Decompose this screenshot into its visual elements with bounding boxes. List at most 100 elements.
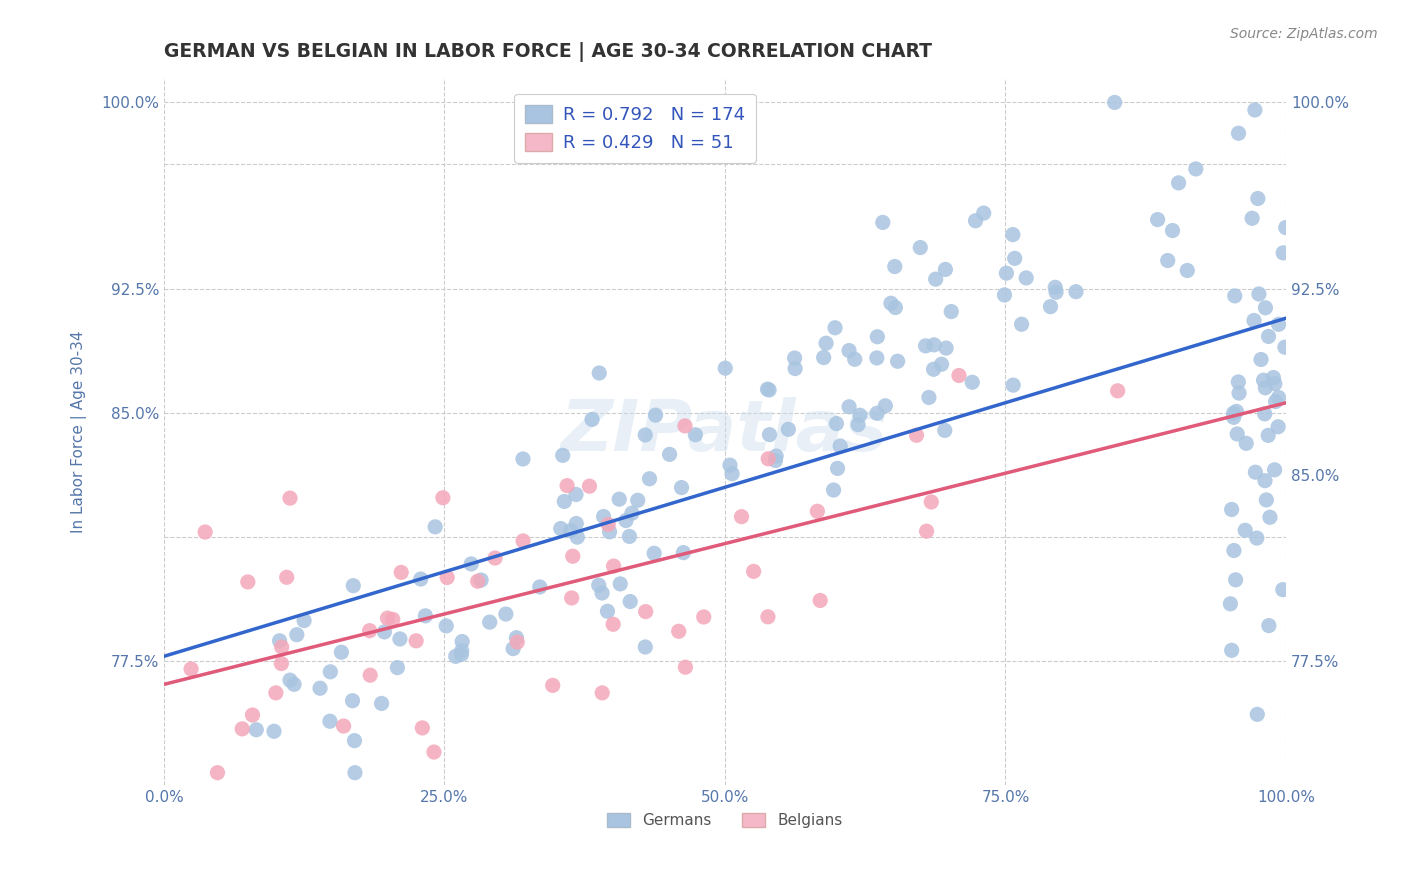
Legend: Germans, Belgians: Germans, Belgians: [602, 806, 849, 834]
Point: [756, 451, 779, 466]
Point: [886, 354, 908, 368]
Text: GERMAN VS BELGIAN IN LABOR FORCE | AGE 30-34 CORRELATION CHART: GERMAN VS BELGIAN IN LABOR FORCE | AGE 3…: [165, 42, 932, 62]
Point: [269, 633, 291, 648]
Point: [512, 452, 534, 467]
Point: [450, 648, 472, 662]
Point: [377, 611, 399, 625]
Point: [849, 409, 872, 423]
Point: [283, 677, 305, 691]
Point: [1264, 463, 1286, 477]
Point: [434, 619, 457, 633]
Point: [1223, 289, 1246, 303]
Point: [370, 697, 392, 711]
Point: [450, 644, 472, 658]
Point: [292, 614, 315, 628]
Point: [278, 491, 301, 505]
Point: [1146, 212, 1168, 227]
Point: [467, 574, 489, 589]
Point: [920, 495, 942, 509]
Point: [1220, 502, 1243, 516]
Point: [1045, 280, 1067, 294]
Point: [1107, 384, 1129, 398]
Point: [1161, 223, 1184, 237]
Point: [924, 272, 946, 286]
Point: [658, 447, 681, 461]
Point: [1241, 211, 1264, 226]
Point: [565, 516, 588, 531]
Point: [1039, 300, 1062, 314]
Point: [1226, 427, 1249, 442]
Point: [236, 574, 259, 589]
Point: [783, 351, 806, 365]
Point: [844, 352, 866, 367]
Point: [319, 714, 342, 729]
Point: [1254, 301, 1277, 315]
Text: Source: ZipAtlas.com: Source: ZipAtlas.com: [1230, 27, 1378, 41]
Point: [643, 546, 665, 560]
Point: [1243, 313, 1265, 327]
Point: [765, 449, 787, 463]
Point: [451, 634, 474, 648]
Point: [607, 492, 630, 507]
Point: [560, 524, 582, 538]
Point: [359, 668, 381, 682]
Point: [231, 722, 253, 736]
Point: [1246, 707, 1268, 722]
Point: [922, 362, 945, 376]
Point: [309, 681, 332, 696]
Point: [1175, 263, 1198, 277]
Point: [634, 428, 657, 442]
Point: [910, 241, 932, 255]
Point: [846, 417, 869, 432]
Point: [634, 605, 657, 619]
Point: [1253, 407, 1275, 421]
Point: [561, 591, 583, 605]
Point: [627, 493, 650, 508]
Point: [673, 418, 696, 433]
Point: [1234, 436, 1257, 450]
Point: [905, 428, 928, 442]
Point: [718, 458, 741, 472]
Point: [270, 640, 292, 654]
Point: [470, 573, 492, 587]
Point: [1004, 252, 1026, 266]
Point: [619, 529, 641, 543]
Point: [838, 343, 860, 358]
Point: [207, 765, 229, 780]
Point: [931, 357, 953, 371]
Point: [672, 546, 695, 560]
Point: [813, 351, 835, 365]
Point: [1104, 95, 1126, 110]
Point: [1001, 227, 1024, 242]
Point: [343, 733, 366, 747]
Point: [619, 594, 641, 608]
Point: [194, 524, 217, 539]
Point: [1257, 428, 1279, 442]
Point: [1257, 618, 1279, 632]
Y-axis label: In Labor Force | Age 30-34: In Labor Force | Age 30-34: [72, 330, 87, 533]
Point: [423, 745, 446, 759]
Point: [506, 635, 529, 649]
Point: [1267, 391, 1289, 405]
Point: [359, 624, 381, 638]
Point: [1223, 543, 1246, 558]
Point: [638, 472, 661, 486]
Point: [405, 633, 427, 648]
Point: [1227, 386, 1250, 401]
Point: [995, 266, 1018, 280]
Point: [381, 612, 404, 626]
Point: [1274, 220, 1296, 235]
Point: [319, 665, 342, 679]
Point: [602, 617, 624, 632]
Point: [541, 678, 564, 692]
Point: [436, 570, 458, 584]
Point: [512, 533, 534, 548]
Point: [588, 366, 610, 380]
Point: [588, 578, 610, 592]
Point: [581, 412, 603, 426]
Point: [1244, 465, 1267, 479]
Point: [1157, 253, 1180, 268]
Point: [918, 391, 941, 405]
Point: [1267, 318, 1289, 332]
Point: [1257, 329, 1279, 343]
